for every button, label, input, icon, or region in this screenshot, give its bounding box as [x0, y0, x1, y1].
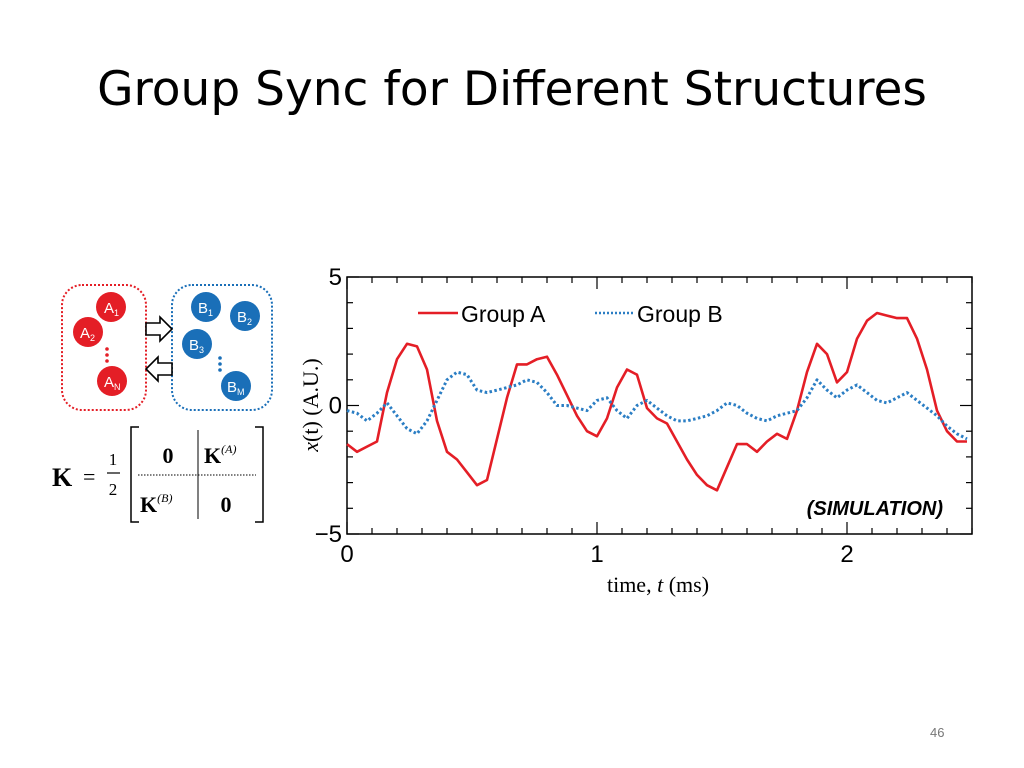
x-tick-label: 0 — [340, 541, 353, 568]
node-a2-sub: 2 — [90, 333, 95, 343]
x-axis-label-var: t — [657, 572, 664, 597]
x-tick-label: 1 — [590, 541, 603, 568]
y-tick-label: 0 — [329, 393, 342, 420]
node-an — [97, 366, 127, 396]
arrow-b-to-a-icon — [144, 355, 173, 383]
formula-equals: = — [83, 464, 95, 489]
matrix-bottom-left-base: K — [140, 492, 157, 517]
series-line-group-b — [346, 370, 968, 441]
coupling-diagram: A1 A2 AN B1 B2 B3 BM — [61, 284, 273, 411]
node-b2 — [230, 301, 260, 331]
node-a2 — [73, 317, 103, 347]
svg-text:B1: B1 — [198, 300, 213, 318]
node-b3-label: B — [189, 337, 199, 354]
plot-frame — [346, 276, 973, 535]
svg-text:K(B): K(B) — [140, 491, 172, 517]
arrow-a-to-b-icon — [145, 315, 174, 343]
matrix-bottom-right: 0 — [221, 492, 232, 517]
series-layer — [346, 311, 968, 492]
node-an-sub: N — [114, 382, 121, 392]
formula-lhs: K — [52, 463, 73, 492]
svg-text:B2: B2 — [237, 309, 252, 327]
series-line-group-a — [346, 311, 967, 492]
group-a-ellipsis — [105, 347, 109, 363]
page-number: 46 — [930, 725, 945, 740]
y-axis-label-var: x — [298, 442, 323, 453]
node-bm-sub: M — [237, 387, 245, 397]
x-tick-label: 2 — [840, 541, 853, 568]
svg-text:BM: BM — [227, 379, 245, 397]
matrix-top-right-sup: (A) — [221, 442, 236, 456]
svg-text:A1: A1 — [104, 300, 119, 318]
matrix-right-bracket — [255, 426, 264, 523]
formula-frac-num: 1 — [109, 450, 118, 469]
node-bm-label: B — [227, 379, 237, 396]
svg-text:AN: AN — [104, 374, 121, 392]
y-axis-label-arg: (t) — [298, 421, 323, 442]
group-b-box — [171, 284, 273, 411]
y-tick-label: −5 — [315, 521, 342, 548]
matrix-left-bracket — [130, 426, 139, 523]
node-an-label: A — [104, 374, 114, 391]
node-bm — [221, 371, 251, 401]
node-a2-label: A — [80, 325, 90, 342]
slide-title: Group Sync for Different Structures — [97, 62, 927, 117]
legend-label-group-a: Group A — [461, 301, 546, 327]
group-b-ellipsis — [218, 356, 222, 372]
node-b1-sub: 1 — [208, 308, 213, 318]
svg-text:K(A): K(A) — [204, 442, 236, 468]
legend-label-group-b: Group B — [637, 301, 723, 327]
node-b1 — [191, 292, 221, 322]
matrix-top-left: 0 — [163, 443, 174, 468]
x-axis-label: time, t (ms) — [607, 572, 709, 597]
svg-text:A2: A2 — [80, 325, 95, 343]
y-axis-label: x(t) (A.U.) — [298, 358, 323, 452]
node-b3-sub: 3 — [199, 345, 204, 355]
time-series-chart: 0 1 2−505 Group A Group B (SIMULATION) tim… — [298, 264, 973, 597]
matrix-top-right-base: K — [204, 443, 221, 468]
y-tick-label: 5 — [329, 264, 342, 291]
coupling-matrix-formula: K = 1 2 0 K(A) K(B) 0 — [52, 426, 264, 523]
svg-text:B3: B3 — [189, 337, 204, 355]
matrix-bottom-left-sup: (B) — [157, 491, 172, 505]
tick-label-layer: 0 1 2−505 — [315, 264, 854, 568]
x-axis-label-suffix: (ms) — [663, 572, 709, 597]
simulation-annotation: (SIMULATION) — [807, 498, 944, 520]
legend: Group A Group B — [418, 301, 723, 327]
x-axis-label-prefix: time, — [607, 572, 657, 597]
node-b2-label: B — [237, 309, 247, 326]
group-a-box — [61, 284, 147, 411]
node-a1-label: A — [104, 300, 114, 317]
node-b1-label: B — [198, 300, 208, 317]
node-b2-sub: 2 — [247, 317, 252, 327]
node-b3 — [182, 329, 212, 359]
y-axis-label-units: (A.U.) — [298, 358, 323, 421]
formula-frac-den: 2 — [109, 480, 118, 499]
node-a1 — [96, 292, 126, 322]
node-a1-sub: 1 — [114, 308, 119, 318]
